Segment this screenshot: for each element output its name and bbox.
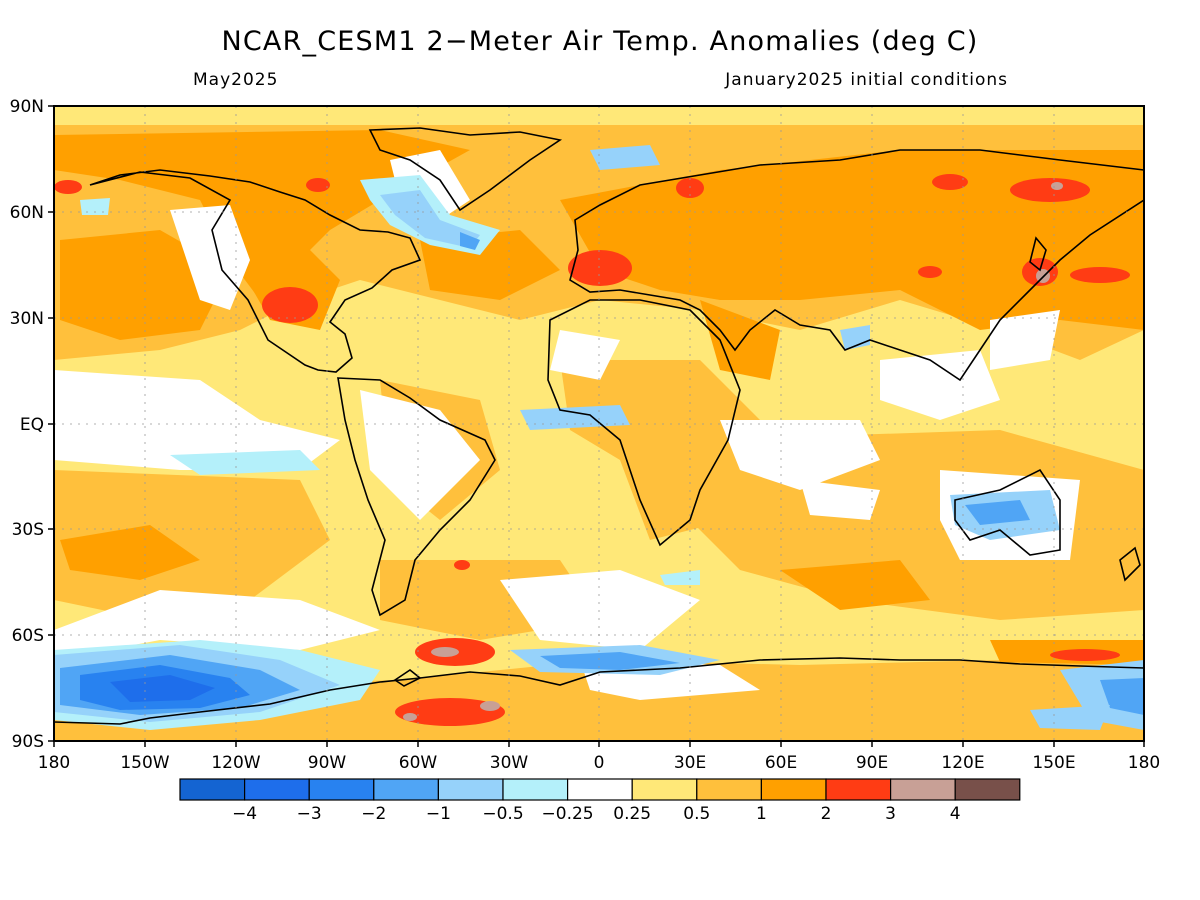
colorbar-swatch-4 — [373, 778, 439, 801]
colorbar-label: 2 — [821, 804, 832, 824]
colorbar-swatch-10 — [760, 778, 827, 801]
lat-label-90n: 90N — [10, 97, 44, 117]
lat-label-90s: 90S — [12, 732, 44, 752]
colorbar-label: 4 — [950, 804, 961, 824]
anomaly-field — [54, 106, 1144, 741]
lat-label-30s: 30S — [12, 520, 44, 540]
lon-label-180w: 180 — [38, 753, 70, 773]
colorbar-label: 0.5 — [683, 804, 710, 824]
lon-label-120e: 120E — [941, 753, 984, 773]
lon-label-0: 0 — [594, 753, 605, 773]
colorbar-swatch-8 — [631, 778, 698, 801]
colorbar-swatch-11 — [825, 778, 892, 801]
colorbar-label: −4 — [232, 804, 257, 824]
colorbar-label: 1 — [756, 804, 767, 824]
initial-conditions-label: January2025 initial conditions — [725, 70, 1008, 90]
longitude-labels: 180 150W 120W 90W 60W 30W 0 30E 60E 90E … — [38, 753, 1160, 773]
colorbar-label: 0.25 — [613, 804, 651, 824]
colorbar-swatch-3 — [308, 778, 375, 801]
colorbar-label: 3 — [885, 804, 896, 824]
lat-label-60s: 60S — [12, 626, 44, 646]
hot-spots — [54, 174, 1130, 726]
lat-label-60n: 60N — [10, 203, 44, 223]
latitude-labels: 90N 60N 30N EQ 30S 60S 90S — [10, 97, 44, 752]
lon-label-150w: 150W — [120, 753, 169, 773]
colorbar: −4 −3 −2 −1 −0.5 −0.25 0.25 0.5 1 2 3 4 — [179, 778, 1021, 824]
lon-label-30e: 30E — [674, 753, 706, 773]
lon-label-60e: 60E — [765, 753, 797, 773]
colorbar-swatch-13 — [954, 778, 1021, 801]
colorbar-label: −0.25 — [542, 804, 594, 824]
lon-label-60w: 60W — [399, 753, 438, 773]
colorbar-label: −3 — [297, 804, 322, 824]
lon-label-120w: 120W — [211, 753, 260, 773]
lat-label-eq: EQ — [20, 415, 44, 435]
lon-label-90e: 90E — [856, 753, 888, 773]
lon-label-180e: 180 — [1128, 753, 1160, 773]
coastlines — [54, 127, 1144, 725]
colorbar-label: −0.5 — [482, 804, 523, 824]
colorbar-swatch-7 — [566, 778, 633, 801]
colorbar-label: −1 — [426, 804, 451, 824]
colorbar-swatch-9 — [696, 778, 762, 801]
colorbar-swatch-6 — [502, 778, 569, 801]
colorbar-swatch-2 — [244, 778, 310, 801]
forecast-month: May2025 — [193, 70, 279, 90]
lat-label-30n: 30N — [10, 309, 44, 329]
tick-marks — [48, 105, 1145, 747]
lon-label-90w: 90W — [308, 753, 347, 773]
gridlines — [54, 106, 1144, 741]
colorbar-swatch-5 — [437, 778, 504, 801]
lon-label-150e: 150E — [1032, 753, 1075, 773]
lon-label-30w: 30W — [490, 753, 529, 773]
colorbar-swatch-12 — [889, 778, 956, 801]
colorbar-label: −2 — [361, 804, 386, 824]
colorbar-swatch-1 — [179, 778, 246, 801]
cool-anomaly-regions — [54, 145, 1144, 730]
map-title: NCAR_CESM1 2−Meter Air Temp. Anomalies (… — [221, 26, 979, 57]
